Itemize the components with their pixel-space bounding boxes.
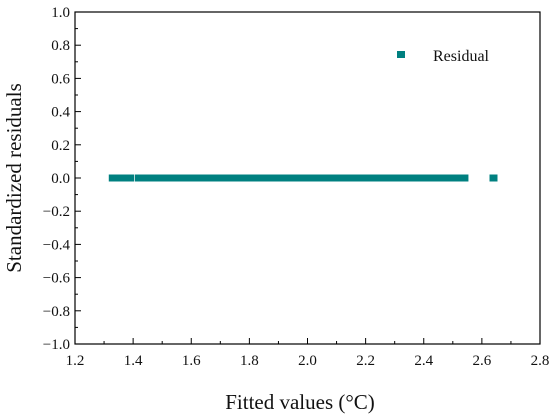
x-tick-label: 1.2 (66, 353, 85, 369)
axis-ticks: 1.2 1.4 1.6 1.8 2.0 2.2 2.4 2.6 2.8 −1.0 −0.8 −0.6 −… (43, 5, 550, 369)
data-point (454, 174, 463, 182)
y-tick-label: 0.4 (51, 105, 70, 121)
data-point (320, 174, 329, 182)
data-point (210, 174, 219, 182)
data-point (315, 174, 324, 182)
data-point (309, 174, 318, 182)
data-point (396, 174, 405, 182)
data-point (297, 174, 306, 182)
data-point (239, 174, 248, 182)
data-point (245, 174, 254, 182)
data-point (355, 174, 364, 182)
data-point (489, 174, 498, 182)
data-point (373, 174, 382, 182)
data-point (181, 174, 190, 182)
data-point (338, 174, 347, 182)
y-tick-label: −1.0 (43, 337, 70, 353)
legend-marker (397, 51, 405, 58)
x-tick-label: 2.4 (414, 353, 433, 369)
data-point (408, 174, 417, 182)
data-point (146, 174, 155, 182)
y-tick-label: 0.2 (51, 138, 70, 154)
data-point (204, 174, 213, 182)
data-point (326, 174, 335, 182)
data-point (216, 174, 225, 182)
data-point (448, 174, 457, 182)
data-point (460, 174, 469, 182)
y-tick-label: 0.8 (51, 38, 70, 54)
data-point (152, 174, 161, 182)
x-axis-title: Fitted values (°C) (225, 390, 375, 414)
data-point (379, 174, 388, 182)
data-point (233, 174, 242, 182)
data-point (367, 174, 376, 182)
data-points (108, 174, 498, 182)
data-point (198, 174, 207, 182)
x-tick-label: 1.8 (240, 353, 259, 369)
x-tick-label: 1.6 (182, 353, 201, 369)
data-point (437, 174, 446, 182)
data-point (286, 174, 295, 182)
data-point (332, 174, 341, 182)
y-tick-label: −0.2 (43, 204, 70, 220)
data-point (268, 174, 277, 182)
data-point (303, 174, 312, 182)
data-point (257, 174, 265, 182)
data-point (114, 174, 123, 182)
y-tick-label: 1.0 (51, 5, 70, 21)
data-point (187, 174, 196, 182)
data-point (419, 174, 428, 182)
data-point (140, 174, 149, 182)
legend: Residual (397, 48, 490, 65)
data-point (158, 174, 167, 182)
data-point (361, 174, 370, 182)
data-point (390, 174, 399, 182)
data-point (175, 174, 184, 182)
data-point (431, 174, 440, 182)
data-point (169, 174, 178, 182)
data-point (134, 174, 143, 182)
data-point (384, 174, 393, 182)
legend-label: Residual (433, 48, 490, 65)
data-point (193, 174, 202, 182)
data-point (344, 174, 353, 182)
data-point (402, 174, 411, 182)
y-tick-label: −0.6 (43, 271, 71, 287)
x-tick-label: 1.4 (124, 353, 143, 369)
data-point (108, 174, 117, 182)
y-tick-label: 0.0 (51, 171, 70, 187)
data-point (227, 174, 236, 182)
data-point (120, 174, 129, 182)
x-tick-label: 2.0 (298, 353, 317, 369)
x-tick-label: 2.8 (531, 353, 550, 369)
y-tick-label: 0.6 (51, 71, 70, 87)
data-point (443, 174, 451, 182)
data-point (280, 174, 289, 182)
data-point (291, 174, 300, 182)
data-point (274, 174, 283, 182)
data-point (350, 174, 358, 182)
data-point (126, 174, 135, 182)
data-point (413, 174, 422, 182)
y-tick-label: −0.4 (43, 237, 71, 253)
x-tick-label: 2.6 (473, 353, 492, 369)
data-point (164, 174, 172, 182)
y-tick-label: −0.8 (43, 304, 70, 320)
data-point (251, 174, 260, 182)
x-tick-label: 2.2 (356, 353, 375, 369)
data-point (222, 174, 231, 182)
data-point (425, 174, 434, 182)
data-point (262, 174, 271, 182)
y-axis-title: Standardized residuals (2, 83, 26, 273)
